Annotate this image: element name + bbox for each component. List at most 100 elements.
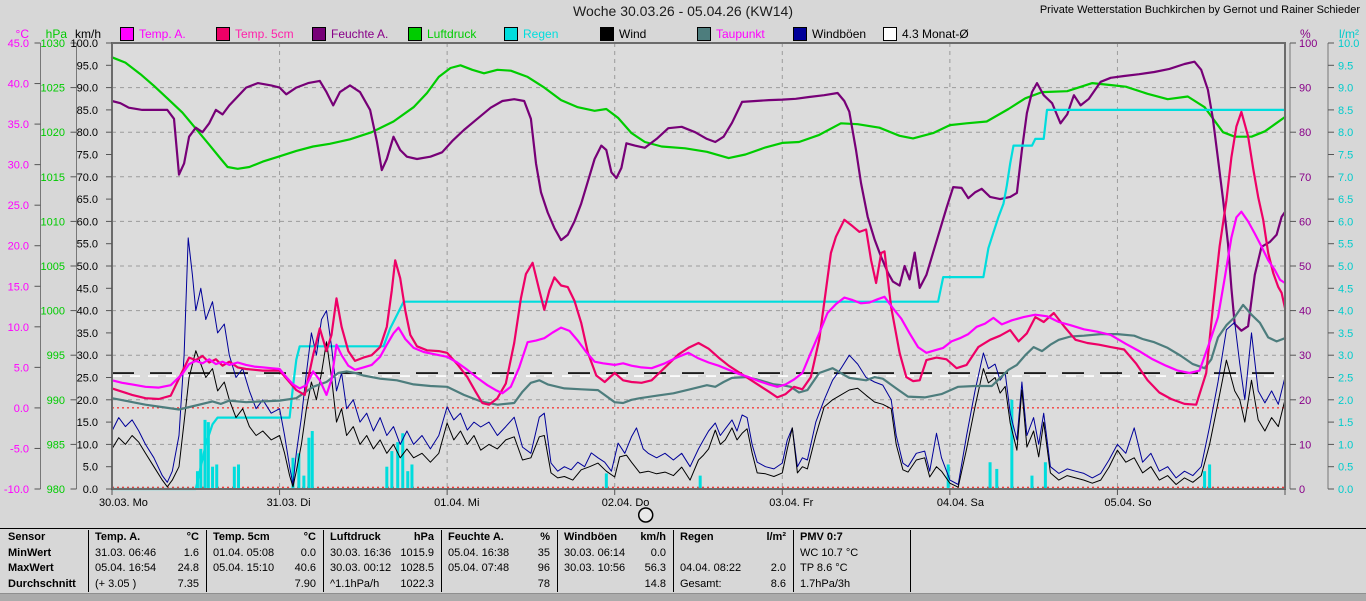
svg-text:8.0: 8.0 (1338, 127, 1353, 139)
svg-text:40.0: 40.0 (77, 306, 98, 318)
svg-text:30.0: 30.0 (8, 160, 29, 172)
svg-text:0: 0 (1299, 484, 1305, 496)
legend-label: Windböen (812, 27, 867, 41)
svg-text:45.0: 45.0 (8, 38, 29, 50)
svg-text:1020: 1020 (41, 127, 65, 139)
svg-text:0.0: 0.0 (83, 484, 98, 496)
svg-text:31.03. Di: 31.03. Di (267, 497, 311, 509)
svg-text:70.0: 70.0 (77, 172, 98, 184)
svg-text:10.0: 10.0 (8, 322, 29, 334)
legend-swatch (600, 27, 614, 41)
svg-text:25.0: 25.0 (77, 373, 98, 385)
svg-text:1015: 1015 (41, 172, 65, 184)
legend-label: Taupunkt (716, 27, 765, 41)
svg-text:80: 80 (1299, 127, 1311, 139)
legend-label: 4.3 Monat-Ø (902, 27, 969, 41)
svg-text:45.0: 45.0 (77, 283, 98, 295)
table-cell: 1.7hPa/3h (800, 577, 851, 590)
svg-text:2.0: 2.0 (1338, 395, 1353, 407)
table-cell: Luftdruck hPa (330, 531, 434, 543)
table-cell: (+ 3.05 ) 7.35 (95, 577, 199, 590)
svg-text:55.0: 55.0 (77, 239, 98, 251)
legend-item-4-3-monat-: 4.3 Monat-Ø (883, 27, 969, 41)
svg-text:25.0: 25.0 (8, 200, 29, 212)
table-top-border (0, 528, 1366, 529)
legend-item-luftdruck: Luftdruck (408, 27, 476, 41)
svg-text:30.03. Mo: 30.03. Mo (99, 497, 148, 509)
svg-text:%: % (1300, 27, 1311, 41)
svg-text:10.0: 10.0 (77, 439, 98, 451)
svg-text:1025: 1025 (41, 83, 65, 95)
table-cell: 05.04. 16:54 24.8 (95, 562, 199, 574)
svg-text:20: 20 (1299, 395, 1311, 407)
svg-text:0.0: 0.0 (14, 403, 29, 415)
legend-swatch (312, 27, 326, 41)
svg-text:7.5: 7.5 (1338, 150, 1353, 162)
table-cell: 31.03. 06:46 1.6 (95, 546, 199, 559)
svg-text:05.04. So: 05.04. So (1104, 497, 1151, 509)
table-cell: ^1.1hPa/h 1022.3 (330, 577, 434, 590)
legend-swatch (883, 27, 897, 41)
table-cell: TP 8.6 °C (800, 562, 848, 574)
legend-label: Temp. 5cm (235, 27, 294, 41)
svg-text:30: 30 (1299, 350, 1311, 362)
table-cell: Regen l/m² (680, 531, 786, 543)
svg-text:9.5: 9.5 (1338, 60, 1353, 72)
svg-text:3.0: 3.0 (1338, 350, 1353, 362)
table-cell: 30.03. 16:36 1015.9 (330, 546, 434, 559)
table-cell: 05.04. 16:38 35 (448, 546, 550, 559)
svg-text:0.0: 0.0 (1338, 484, 1353, 496)
table-column-regen: Regen l/m² 04.04. 08:22 2.0 Gesamt: 8.6 (673, 530, 793, 592)
legend-swatch (793, 27, 807, 41)
table-cell: Durchschnitt (8, 577, 76, 590)
svg-text:hPa: hPa (46, 27, 68, 41)
svg-text:5.0: 5.0 (83, 462, 98, 474)
svg-text:985: 985 (47, 439, 65, 451)
station-attribution: Private Wetterstation Buchkirchen by Ger… (1039, 4, 1360, 16)
table-cell: WC 10.7 °C (800, 546, 859, 559)
chart-legend: Temp. A. Temp. 5cm Feuchte A. Luftdruck Rege… (0, 27, 1366, 41)
legend-item-windb-en: Windböen (793, 27, 866, 41)
legend-item-temp-5cm: Temp. 5cm (216, 27, 294, 41)
svg-text:8.5: 8.5 (1338, 105, 1353, 117)
legend-label: Luftdruck (427, 27, 477, 41)
table-cell: 05.04. 15:10 40.6 (213, 562, 316, 574)
svg-text:l/m²: l/m² (1339, 27, 1359, 41)
legend-label: Temp. A. (139, 27, 186, 41)
svg-text:40: 40 (1299, 306, 1311, 318)
svg-text:6.5: 6.5 (1338, 194, 1353, 206)
svg-text:20.0: 20.0 (77, 395, 98, 407)
table-cell: 14.8 (644, 577, 666, 590)
table-column-pmv-0-7: PMV 0:7 WC 10.7 °C TP 8.6 °C 1.7hPa/3h (793, 530, 911, 592)
svg-text:5.5: 5.5 (1338, 239, 1353, 251)
table-cell: 30.03. 06:14 0.0 (564, 546, 666, 559)
table-cell (674, 546, 793, 562)
svg-text:50.0: 50.0 (77, 261, 98, 273)
svg-text:80.0: 80.0 (77, 127, 98, 139)
legend-label: Feuchte A. (331, 27, 389, 41)
svg-text:95.0: 95.0 (77, 60, 98, 72)
svg-text:1.0: 1.0 (1338, 439, 1353, 451)
table-column-feuchte-a-: Feuchte A.% 05.04. 16:38 35 05.04. 07:48 96 7… (441, 530, 557, 592)
svg-text:100: 100 (1299, 38, 1317, 50)
svg-text:4.0: 4.0 (1338, 306, 1353, 318)
table-cell: Temp. 5cm °C (213, 531, 316, 543)
legend-swatch (697, 27, 711, 41)
svg-text:75.0: 75.0 (77, 150, 98, 162)
svg-text:1005: 1005 (41, 261, 65, 273)
svg-text:-5.0: -5.0 (10, 443, 29, 455)
legend-swatch (120, 27, 134, 41)
svg-text:5.0: 5.0 (14, 362, 29, 374)
svg-text:04.04. Sa: 04.04. Sa (937, 497, 985, 509)
legend-item-taupunkt: Taupunkt (697, 27, 765, 41)
legend-item-feuchte-a-: Feuchte A. (312, 27, 388, 41)
svg-text:2.5: 2.5 (1338, 373, 1353, 385)
table-cell: 30.03. 10:56 56.3 (564, 562, 666, 574)
table-column-temp-a-: Temp. A. °C 31.03. 06:46 1.6 05.04. 16:54 24.… (88, 530, 206, 592)
legend-item-temp-a-: Temp. A. (120, 27, 186, 41)
svg-text:10.0: 10.0 (1338, 38, 1359, 50)
svg-text:7.0: 7.0 (1338, 172, 1353, 184)
table-cell: Temp. A. °C (95, 531, 199, 543)
table-cell: 7.90 (294, 577, 316, 590)
